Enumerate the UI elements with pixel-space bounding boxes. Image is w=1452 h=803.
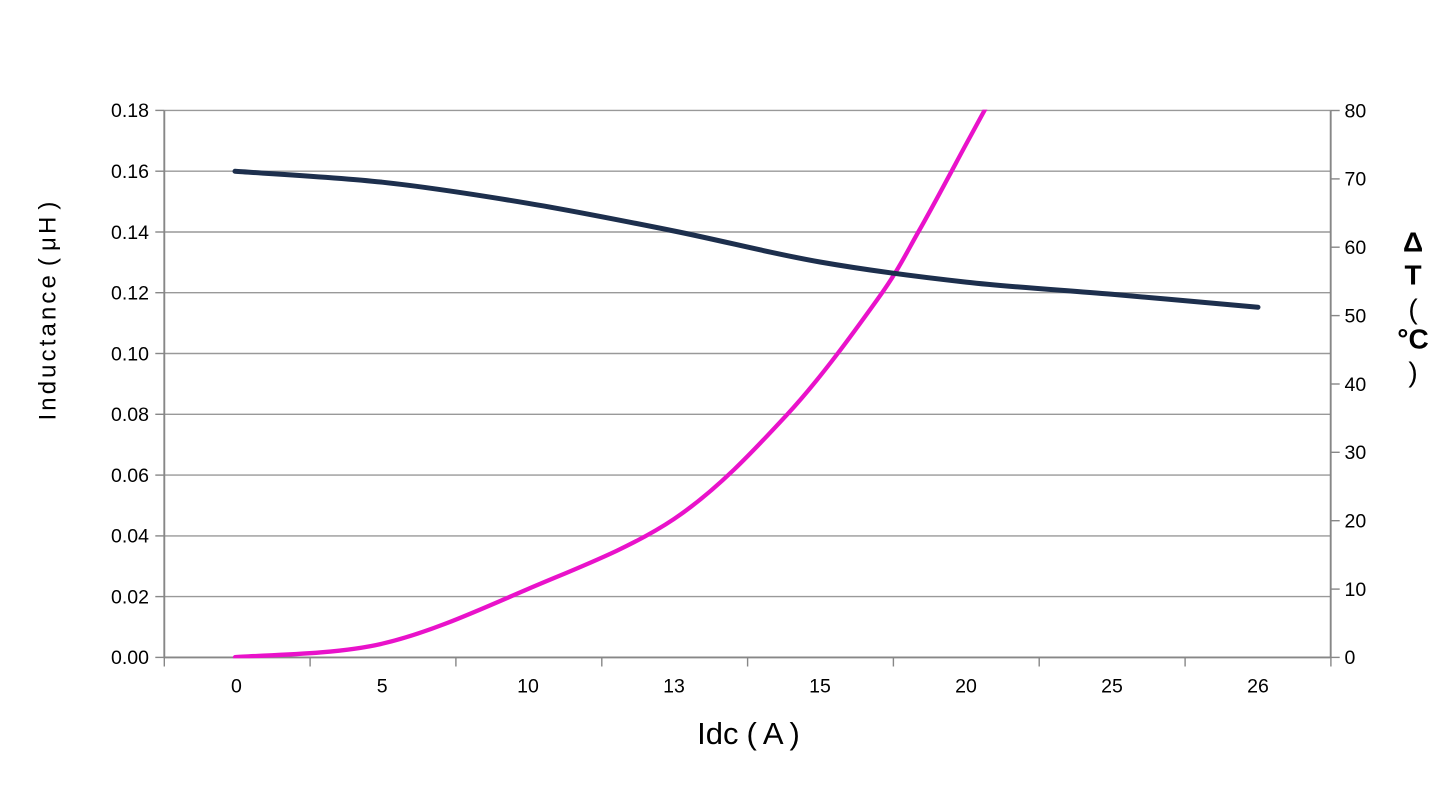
svg-text:0: 0 (231, 676, 242, 698)
svg-text:0.08: 0.08 (111, 404, 149, 426)
svg-text:26: 26 (1247, 676, 1269, 698)
svg-text:°C: °C (1397, 324, 1428, 355)
svg-text:20: 20 (955, 676, 977, 698)
svg-text:0.12: 0.12 (111, 283, 149, 305)
svg-text:0.04: 0.04 (111, 526, 149, 548)
svg-text:25: 25 (1101, 676, 1123, 698)
svg-text:0.02: 0.02 (111, 586, 149, 608)
svg-text:0.16: 0.16 (111, 161, 149, 183)
svg-text:20: 20 (1345, 511, 1367, 533)
svg-text:0.06: 0.06 (111, 465, 149, 487)
svg-text:70: 70 (1345, 169, 1367, 191)
svg-text:50: 50 (1345, 305, 1367, 327)
svg-text:5: 5 (377, 676, 388, 698)
svg-text:15: 15 (809, 676, 831, 698)
svg-text:0.10: 0.10 (111, 343, 149, 365)
svg-text:0.14: 0.14 (111, 222, 149, 244)
svg-text:T: T (1404, 260, 1421, 291)
svg-text:80: 80 (1345, 100, 1367, 122)
svg-text:): ) (1408, 357, 1417, 388)
svg-text:Δ: Δ (1403, 227, 1423, 258)
svg-text:Inductance(μH): Inductance(μH) (35, 199, 62, 421)
svg-text:10: 10 (1345, 579, 1367, 601)
svg-text:40: 40 (1345, 374, 1367, 396)
svg-text:(: ( (1408, 294, 1418, 325)
svg-text:30: 30 (1345, 442, 1367, 464)
svg-text:10: 10 (517, 676, 539, 698)
svg-text:60: 60 (1345, 237, 1367, 259)
svg-text:Idc(A): Idc(A) (697, 716, 800, 751)
svg-text:0.00: 0.00 (111, 647, 149, 669)
svg-text:13: 13 (663, 676, 685, 698)
svg-text:0.18: 0.18 (111, 100, 149, 122)
svg-text:0: 0 (1345, 647, 1356, 669)
